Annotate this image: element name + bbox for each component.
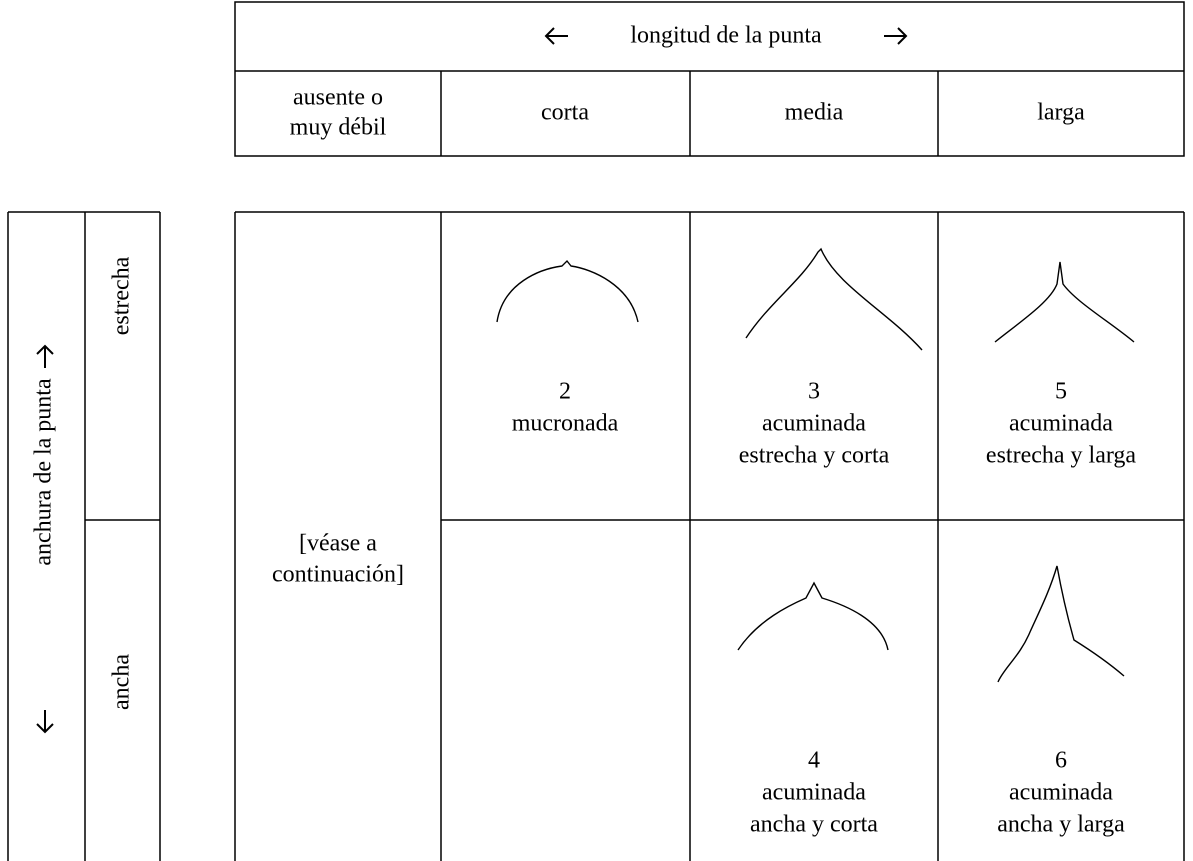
tip-drawing [496,259,639,323]
tip-drawing [997,565,1125,683]
column-header: muy débil [290,115,387,141]
cell-number: 3 [808,379,820,405]
row-header: estrecha [109,256,135,335]
arrow-down [36,710,54,734]
column-header: media [785,100,844,126]
cell-label: estrecha y corta [739,443,890,469]
cell-number: 2 [559,379,571,405]
column-header: ausente o [293,85,383,111]
merged-cell: [véase a [299,531,377,557]
side-table [7,211,161,861]
cell-label: acuminada [762,780,866,806]
cell-number: 5 [1055,379,1067,405]
header-table [234,1,1185,157]
table-border [234,1,1185,157]
header-title: longitud de la punta [630,23,822,49]
cell-label: estrecha y larga [986,443,1136,469]
tip-drawing [745,247,923,351]
tip-drawing [994,261,1135,343]
column-header: larga [1037,100,1085,126]
cell-number: 6 [1055,748,1067,774]
cell-label: ancha y corta [750,812,878,838]
cell-label: acuminada [1009,411,1113,437]
arrow-up [36,344,54,368]
arrow-right [884,27,908,45]
merged-cell: continuación] [272,562,404,588]
cell-label: ancha y larga [997,812,1125,838]
column-header: corta [541,100,589,126]
cell-number: 4 [808,748,820,774]
cell-label: acuminada [762,411,866,437]
side-title: anchura de la punta [31,378,57,566]
main-table [234,211,1185,861]
tip-drawing [737,581,889,651]
cell-label: acuminada [1009,780,1113,806]
row-header: ancha [109,654,135,710]
arrow-left [544,27,568,45]
cell-label: mucronada [512,411,619,437]
